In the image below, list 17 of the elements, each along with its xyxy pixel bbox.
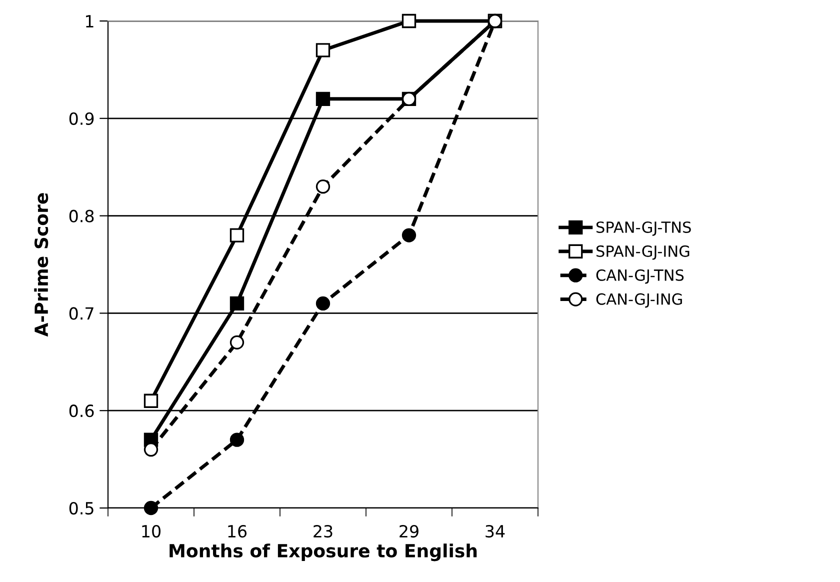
legend-label: CAN-GJ-ING xyxy=(596,293,682,308)
y-axis-title: A-Prime Score xyxy=(34,193,48,337)
x-tick-label: 34 xyxy=(486,524,505,538)
y-tick-label: 0.5 xyxy=(69,502,94,515)
y-tick-label: 0.9 xyxy=(69,112,94,125)
y-tick-label: 1 xyxy=(86,15,94,28)
x-tick-label: 16 xyxy=(228,524,247,538)
y-tick-label: 0.6 xyxy=(69,404,94,418)
x-tick-label: 29 xyxy=(400,524,418,538)
y-tick-label: 0.7 xyxy=(69,307,94,320)
legend-label: SPAN-GJ-ING xyxy=(596,245,690,260)
x-tick-label: 23 xyxy=(314,524,332,538)
legend-label: CAN-GJ-TNS xyxy=(596,269,684,284)
legend-label: SPAN-GJ-TNS xyxy=(596,221,691,236)
x-axis-title: Months of Exposure to English xyxy=(170,544,477,562)
y-tick-label: 0.8 xyxy=(69,210,94,222)
x-tick-label: 10 xyxy=(142,524,160,538)
